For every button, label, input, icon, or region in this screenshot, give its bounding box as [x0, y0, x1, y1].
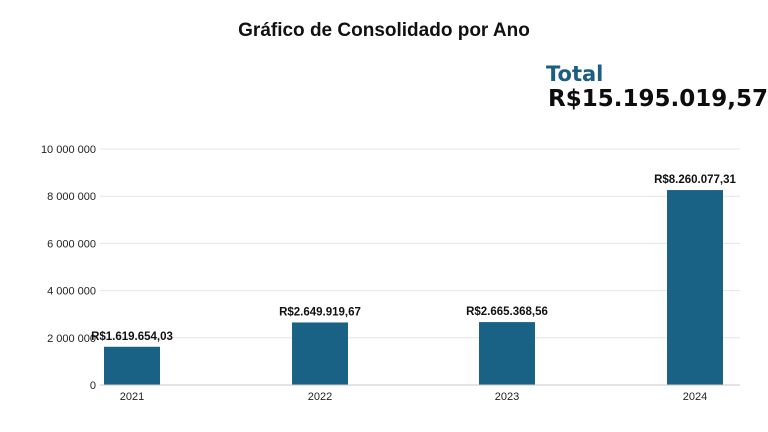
chart-title: Gráfico de Consolidado por Ano	[238, 20, 530, 41]
total-label: Total	[546, 62, 604, 86]
data-label-2021: R$1.619.654,03	[91, 331, 173, 343]
grid-lines	[100, 148, 740, 339]
bar-2021	[104, 346, 160, 385]
data-label-2023: R$2.665.368,56	[466, 306, 548, 318]
data-labels: R$1.619.654,03 R$2.649.919,67 R$2.665.368,…	[91, 174, 736, 343]
y-tick-label: 4 000 000	[47, 286, 96, 298]
x-tick-label-2021: 2021	[120, 391, 144, 403]
total-value: R$15.195.019,57	[548, 86, 768, 112]
bar-2024	[667, 190, 723, 385]
x-tick-label-2024: 2024	[683, 391, 707, 403]
y-tick-label: 2 000 000	[47, 333, 96, 345]
bars	[104, 190, 723, 385]
y-axis-tick-labels: 0 2 000 000 4 000 000 6 000 000 8 000 000 10 …	[41, 144, 96, 392]
y-tick-label: 10 000 000	[41, 144, 96, 156]
y-tick-label: 0	[90, 380, 96, 392]
x-tick-label-2022: 2022	[308, 391, 332, 403]
x-axis-tick-labels: 2021 2022 2023 2024	[120, 391, 707, 403]
y-tick-label: 6 000 000	[47, 238, 96, 250]
bar-2023	[479, 322, 535, 385]
bar-2022	[292, 322, 348, 385]
x-tick-label-2023: 2023	[495, 391, 519, 403]
data-label-2022: R$2.649.919,67	[279, 306, 361, 318]
y-tick-label: 8 000 000	[47, 191, 96, 203]
data-label-2024: R$8.260.077,31	[654, 174, 736, 186]
